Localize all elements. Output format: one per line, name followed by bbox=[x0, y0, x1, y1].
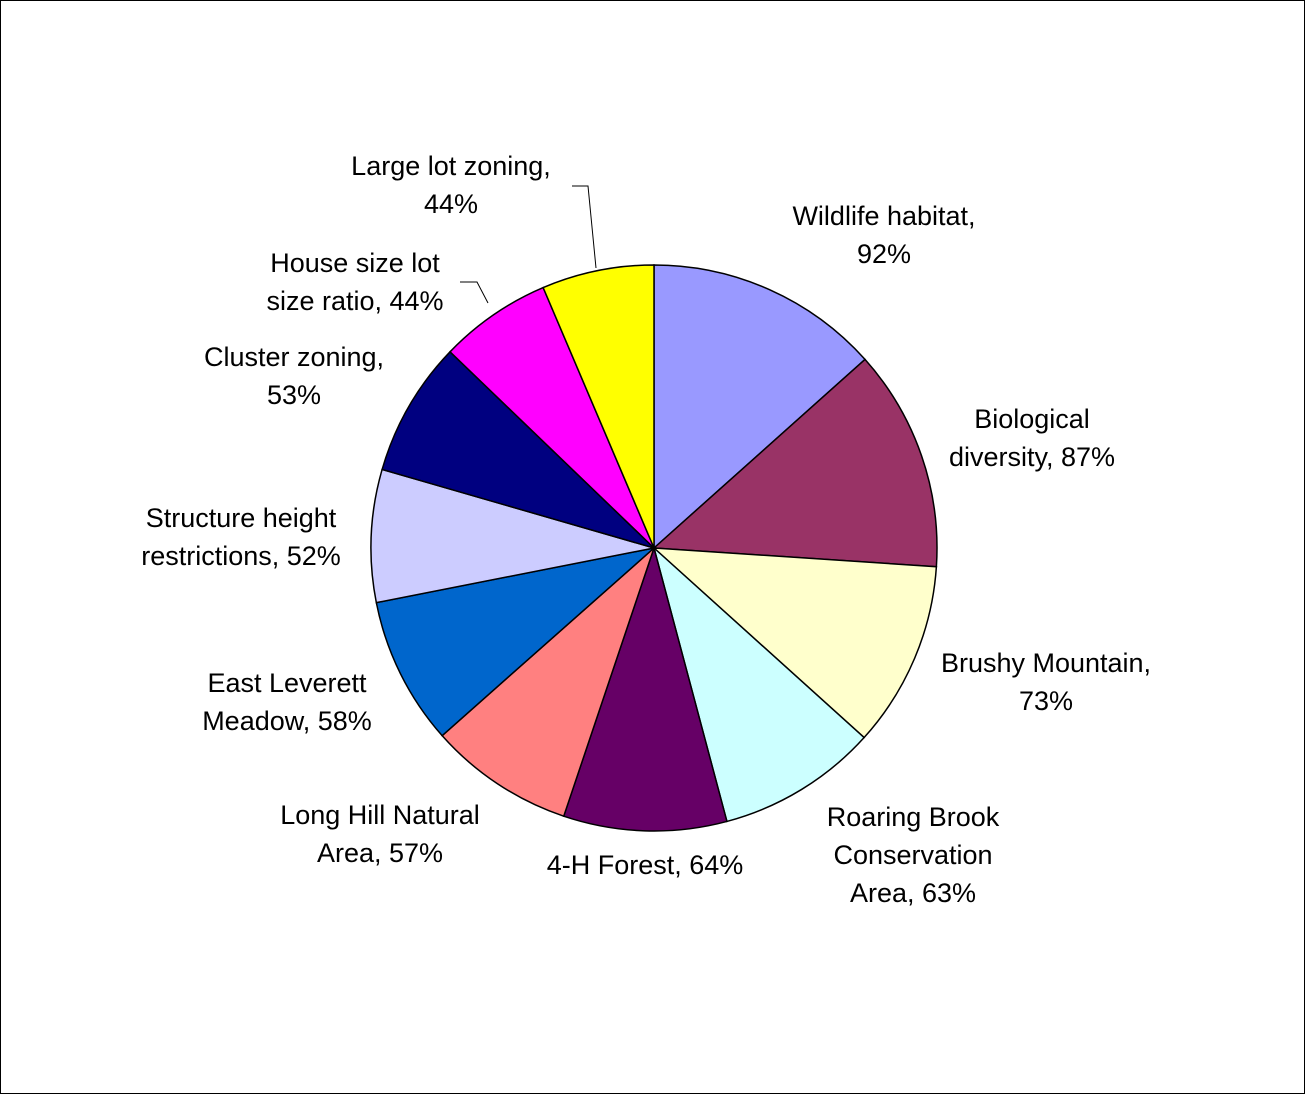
slice-label: Long Hill Natural Area, 57% bbox=[280, 800, 480, 868]
pie-slice bbox=[652, 545, 866, 823]
slice-label-line: Structure height bbox=[146, 503, 337, 533]
slice-label-line: Conservation bbox=[833, 840, 992, 870]
slice-label-line: Area, 63% bbox=[850, 878, 976, 908]
pie-slice bbox=[651, 547, 938, 739]
pie-slice bbox=[381, 350, 655, 549]
pie-slice bbox=[375, 546, 657, 737]
pie-slice bbox=[653, 264, 867, 550]
slice-label: 4-H Forest, 64% bbox=[547, 850, 744, 880]
pie-slice bbox=[542, 264, 655, 549]
pie-slice bbox=[370, 468, 655, 604]
slice-label: Structure height restrictions, 52% bbox=[141, 503, 341, 571]
pie-slice bbox=[448, 286, 655, 549]
slice-label-line: Cluster zoning, bbox=[204, 342, 384, 372]
slice-label: East Leverett Meadow, 58% bbox=[202, 668, 372, 736]
pie-slices bbox=[370, 264, 938, 832]
slice-labels: Wildlife habitat, 92% Biological diversity,… bbox=[141, 151, 1151, 908]
pie-slice bbox=[652, 358, 938, 568]
slice-label: Cluster zoning, 53% bbox=[204, 342, 384, 410]
pie-slice bbox=[562, 545, 728, 832]
slice-label-line: Meadow, 58% bbox=[202, 706, 372, 736]
slice-label-line: Area, 57% bbox=[317, 838, 443, 868]
slice-label-line: 73% bbox=[1019, 686, 1073, 716]
slice-label: Brushy Mountain, 73% bbox=[941, 648, 1151, 716]
slice-label-line: 53% bbox=[267, 380, 321, 410]
slice-label-line: Biological bbox=[974, 404, 1090, 434]
slice-label-line: Long Hill Natural bbox=[280, 800, 480, 830]
leader-lines bbox=[460, 185, 597, 304]
slice-label-line: Roaring Brook bbox=[827, 802, 1000, 832]
slice-label-line: Brushy Mountain, bbox=[941, 648, 1151, 678]
slice-label-line: 44% bbox=[424, 189, 478, 219]
slice-label: House size lot size ratio, 44% bbox=[266, 248, 443, 316]
slice-label-line: restrictions, 52% bbox=[141, 541, 341, 571]
slice-label-line: 4-H Forest, 64% bbox=[547, 850, 744, 880]
slice-label-line: East Leverett bbox=[207, 668, 367, 698]
leader-line bbox=[572, 185, 597, 269]
slice-label-line: size ratio, 44% bbox=[266, 286, 443, 316]
leader-line bbox=[460, 281, 489, 304]
slice-label: Roaring Brook Conservation Area, 63% bbox=[827, 802, 1000, 908]
slice-label-line: diversity, 87% bbox=[949, 442, 1115, 472]
slice-label-line: House size lot bbox=[270, 248, 440, 278]
slice-label-line: 92% bbox=[857, 239, 911, 269]
pie-slice bbox=[441, 545, 656, 818]
slice-label: Large lot zoning, 44% bbox=[351, 151, 551, 219]
slice-label: Wildlife habitat, 92% bbox=[792, 201, 975, 269]
slice-label-line: Wildlife habitat, bbox=[792, 201, 975, 231]
slice-label-line: Large lot zoning, bbox=[351, 151, 551, 181]
slice-label: Biological diversity, 87% bbox=[949, 404, 1115, 472]
